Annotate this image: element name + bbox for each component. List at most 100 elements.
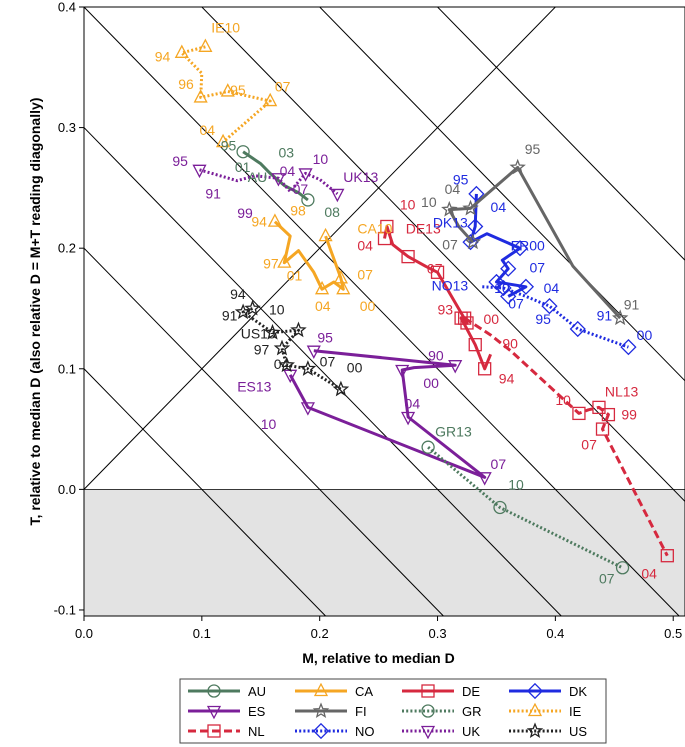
data-point-marker [236,145,250,159]
data-point-marker [441,200,458,217]
series-line-ie [180,45,272,144]
data-point-marker [312,702,330,719]
point-label: 07 [529,259,545,275]
data-point-marker [464,233,482,250]
data-point-marker [206,705,222,720]
point-label: GR13 [435,423,472,439]
data-point-marker [306,345,321,359]
legend-item-no: NO [295,722,375,740]
diagonal-line [318,7,685,382]
data-point-marker [400,411,416,426]
legend-item-dk: DK [509,682,587,700]
point-label: 07 [491,456,507,472]
point-label: NO13 [432,277,469,293]
legend-item-gr: GR [402,704,482,719]
data-point-marker [273,339,291,356]
data-point-marker [488,273,505,291]
series-us [234,299,350,397]
point-label: 90 [502,335,518,351]
data-point-marker [298,168,313,182]
data-point-marker [198,38,213,52]
legend-label: CA [355,684,373,699]
point-label: 04 [357,238,373,254]
data-point-marker [660,549,674,563]
point-label: 04 [315,298,331,314]
legend-label: NO [355,724,375,739]
point-label: 07 [427,261,443,277]
series-line-nl [463,316,669,557]
diagonal-line [201,7,685,503]
point-label: DK13 [433,215,468,231]
point-label: 95 [172,153,188,169]
series-no [482,279,637,356]
point-label: 95 [317,329,333,345]
data-point-marker [448,360,463,374]
data-point-marker [314,280,330,295]
point-label: ES13 [237,379,271,395]
point-label: 08 [324,204,340,220]
data-point-marker [192,164,207,179]
point-label: 94 [155,48,171,64]
point-label: 04 [199,122,215,138]
data-point-marker [380,219,394,234]
data-point-marker [421,704,435,718]
point-label: 99 [237,205,253,221]
data-point-marker [300,402,315,416]
point-label: 04 [274,356,290,372]
point-label: 00 [423,375,439,391]
legend-item-uk: UK [402,724,480,740]
data-point-marker [395,364,410,379]
legend-label: GR [462,704,482,719]
data-point-marker [500,288,517,305]
series-line-uk [199,168,339,196]
series-line-no [482,285,629,349]
data-point-marker [611,309,629,326]
data-point-marker [541,297,558,315]
data-point-marker [312,722,330,740]
axes-layer: 0.0 0.1 0.2 0.3 0.4 0.5 -0.1 0.0 0.1 0.2 0.3 0.4 [54,0,685,641]
point-label: 00 [637,327,653,343]
x-tick-label: 0.2 [311,626,329,641]
y-axis-title: T, relative to median D (also relative D… [27,98,43,526]
data-point-marker [215,133,231,148]
x-tick-label: 0.0 [75,626,93,641]
data-point-marker [517,278,535,295]
legend-label: UK [462,724,480,739]
data-point-marker [493,500,507,515]
legend-label: AU [248,684,266,699]
data-point-marker [457,311,472,325]
point-label: UK13 [343,169,378,185]
point-label: 97 [254,341,270,357]
x-axis-title: M, relative to median D [302,650,454,666]
point-label: IE10 [211,19,240,35]
point-label: 91 [597,308,613,324]
data-point-marker [234,303,252,320]
y-tick-label: -0.1 [54,602,76,617]
data-point-marker [478,362,492,376]
data-point-marker [318,227,333,242]
data-point-marker [569,320,586,338]
data-point-marker [572,406,586,421]
point-label: 07 [599,570,615,586]
point-label: 10 [555,392,571,408]
data-point-marker [495,279,512,297]
series-uk [192,164,345,203]
data-point-marker [430,265,445,279]
point-label: 10 [313,151,329,167]
legend-label: FI [355,704,367,719]
legend-label: ES [248,704,266,719]
data-point-marker [332,380,350,397]
data-point-marker [526,682,544,700]
point-label: 10 [400,197,416,213]
data-point-marker [264,323,281,340]
data-point-marker [267,213,282,227]
point-label: 94 [230,286,246,302]
data-point-marker [207,684,221,698]
data-point-marker [615,561,630,575]
data-point-marker [290,321,307,338]
legend: AU CA DE DK ES FI GR IE NL NO UK US [179,678,607,744]
y-tick-label: 0.0 [58,482,76,497]
equality-line [84,7,557,490]
point-label: 95 [535,311,551,327]
data-point-marker [527,702,543,717]
